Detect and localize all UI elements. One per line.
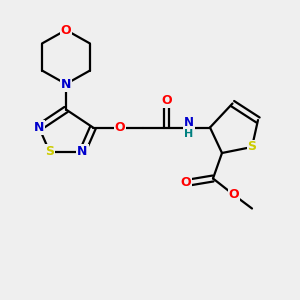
Text: N: N	[77, 145, 88, 158]
Text: O: O	[229, 188, 239, 202]
Text: O: O	[115, 121, 125, 134]
Text: S: S	[45, 145, 54, 158]
Text: N: N	[34, 121, 44, 134]
Text: S: S	[248, 140, 256, 154]
Text: N: N	[184, 116, 194, 130]
Text: O: O	[181, 176, 191, 190]
Text: O: O	[161, 94, 172, 107]
Text: O: O	[61, 23, 71, 37]
Text: H: H	[184, 129, 194, 139]
Text: N: N	[61, 77, 71, 91]
